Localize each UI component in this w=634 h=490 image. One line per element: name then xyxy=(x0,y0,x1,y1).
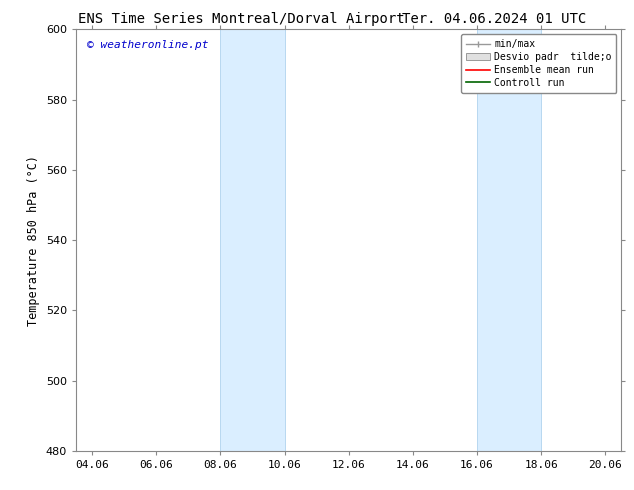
Bar xyxy=(477,29,541,451)
Text: Ter. 04.06.2024 01 UTC: Ter. 04.06.2024 01 UTC xyxy=(403,12,586,26)
Y-axis label: Temperature 850 hPa (°C): Temperature 850 hPa (°C) xyxy=(27,155,40,325)
Text: © weatheronline.pt: © weatheronline.pt xyxy=(87,40,209,50)
Text: ENS Time Series Montreal/Dorval Airport: ENS Time Series Montreal/Dorval Airport xyxy=(77,12,404,26)
Bar xyxy=(221,29,285,451)
Legend: min/max, Desvio padr  tilde;o, Ensemble mean run, Controll run: min/max, Desvio padr tilde;o, Ensemble m… xyxy=(461,34,616,93)
